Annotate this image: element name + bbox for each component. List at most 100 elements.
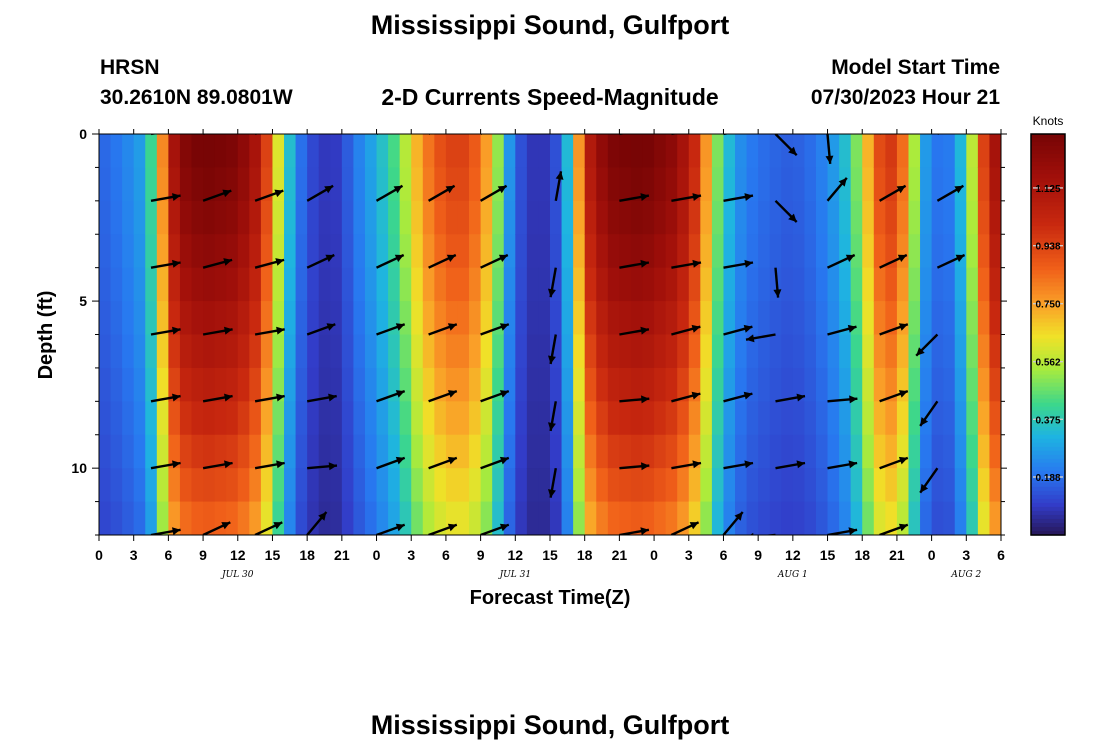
- heatmap-cell: [746, 134, 759, 169]
- heatmap-cell: [330, 401, 343, 436]
- heatmap-cell: [839, 301, 852, 336]
- heatmap-cell: [873, 468, 886, 503]
- heatmap-cell: [885, 301, 898, 336]
- heatmap-cell: [133, 334, 146, 369]
- colorbar-band: [1031, 218, 1065, 223]
- heatmap-cell: [307, 334, 320, 369]
- colorbar-band: [1031, 526, 1065, 532]
- heatmap-cell: [376, 367, 389, 402]
- heatmap-cell: [977, 468, 991, 503]
- heatmap-cell: [179, 367, 193, 402]
- colorbar-band: [1031, 234, 1065, 239]
- heatmap-cell: [827, 267, 840, 302]
- heatmap-cell: [99, 167, 112, 202]
- heatmap-cell: [214, 434, 227, 469]
- colorbar-frame: [1030, 133, 1066, 536]
- colorbar-band: [1031, 506, 1065, 512]
- heatmap-cell: [792, 301, 806, 336]
- heatmap-cell: [862, 468, 875, 503]
- heatmap-cell: [260, 501, 274, 535]
- current-vector: [307, 134, 309, 135]
- heatmap-cell: [665, 234, 678, 269]
- heatmap-cell: [839, 401, 852, 436]
- heatmap-cell: [573, 334, 586, 369]
- heatmap-cell: [145, 200, 158, 235]
- heatmap-cell: [711, 167, 725, 202]
- heatmap-cell: [781, 301, 794, 336]
- colorbar-band: [1031, 282, 1065, 287]
- heatmap-cell: [677, 468, 690, 503]
- heatmap-cell: [977, 134, 991, 169]
- heatmap-cell: [133, 234, 146, 269]
- heatmap-cell: [769, 200, 782, 235]
- heatmap-cell: [156, 200, 169, 235]
- heatmap-cell: [434, 200, 447, 235]
- heatmap-cell: [469, 468, 482, 503]
- x-tick-label: 0: [928, 547, 936, 563]
- heatmap-cell: [191, 401, 204, 436]
- heatmap-cell: [642, 234, 655, 269]
- heatmap-cell: [885, 434, 898, 469]
- heatmap-cell: [237, 434, 250, 469]
- heatmap-cell: [931, 401, 944, 436]
- heatmap-cell: [503, 200, 516, 235]
- heatmap-cell: [561, 267, 574, 302]
- heatmap-cell: [272, 367, 285, 402]
- heatmap-cell: [422, 434, 435, 469]
- heatmap-cell: [607, 200, 620, 235]
- heatmap-cell: [619, 367, 632, 402]
- heatmap-cell: [249, 367, 262, 402]
- heatmap-cell: [607, 401, 620, 436]
- x-tick-label: 6: [442, 547, 450, 563]
- heatmap-cell: [330, 468, 343, 503]
- colorbar-band: [1031, 318, 1065, 324]
- current-vector: [773, 267, 782, 298]
- heatmap-cell: [943, 468, 956, 503]
- colorbar-band: [1031, 286, 1065, 291]
- heatmap-cell: [445, 367, 459, 402]
- heatmap-cell: [203, 301, 216, 336]
- heatmap-cell: [873, 334, 886, 369]
- current-vector: [554, 171, 564, 202]
- heatmap-cell: [896, 301, 910, 336]
- heatmap-cell: [445, 167, 459, 202]
- colorbar-band: [1031, 442, 1065, 448]
- heatmap-cell: [896, 468, 910, 503]
- heatmap-cell: [642, 501, 655, 535]
- heatmap-cell: [353, 367, 366, 402]
- heatmap-cell: [237, 267, 250, 302]
- heatmap-cell: [214, 267, 227, 302]
- heatmap-cell: [630, 334, 644, 369]
- current-vector: [254, 521, 283, 535]
- heatmap-cell: [827, 167, 840, 202]
- current-vector: [827, 324, 857, 336]
- heatmap-cell: [688, 334, 701, 369]
- heatmap-cell: [873, 434, 886, 469]
- heatmap-cell: [526, 200, 540, 235]
- heatmap-cell: [561, 501, 574, 535]
- heatmap-cell: [723, 200, 736, 235]
- heatmap-cell: [330, 301, 343, 336]
- heatmap-cell: [99, 200, 112, 235]
- heatmap-cell: [873, 301, 886, 336]
- heatmap-cell: [284, 468, 297, 503]
- heatmap-cell: [411, 334, 424, 369]
- colorbar-band: [1031, 362, 1065, 368]
- heatmap-cell: [110, 501, 123, 535]
- heatmap-cell: [815, 200, 829, 235]
- current-vector: [150, 259, 181, 269]
- x-axis-title: Forecast Time(Z): [470, 587, 631, 609]
- heatmap-cell: [908, 234, 921, 269]
- heatmap-cell: [445, 334, 459, 369]
- colorbar-band: [1031, 190, 1065, 195]
- heatmap-cell: [99, 501, 112, 535]
- current-vector: [306, 393, 337, 403]
- heatmap-cell: [469, 301, 482, 336]
- heatmap-cell: [110, 200, 123, 235]
- date-label: AUG 2: [950, 570, 981, 580]
- heatmap-cell: [168, 200, 181, 235]
- heatmap-cell: [677, 501, 690, 535]
- heatmap-cell: [862, 501, 875, 535]
- current-vector: [150, 193, 181, 202]
- heatmap-cell: [630, 468, 644, 503]
